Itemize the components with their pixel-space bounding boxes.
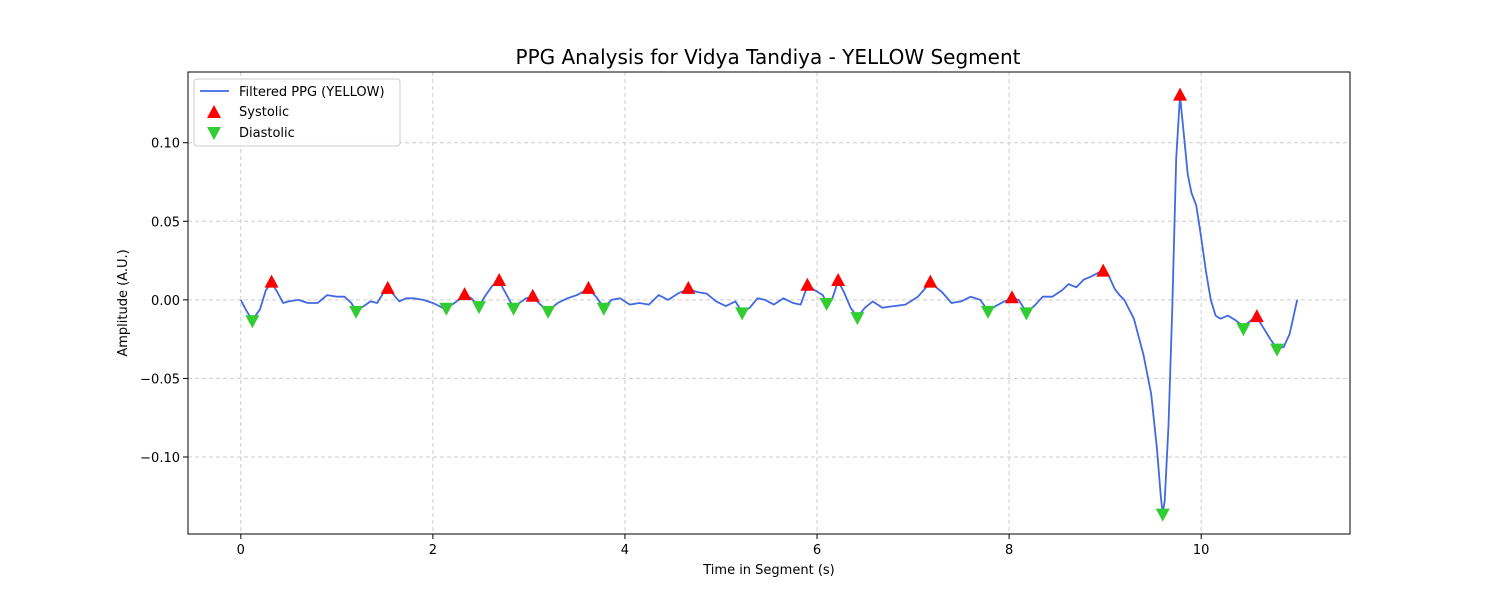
diastolic-marker xyxy=(439,302,454,316)
y-tick-label: 0.00 xyxy=(151,294,180,309)
y-axis-label: Amplitude (A.U.) xyxy=(116,249,131,356)
diastolic-marker xyxy=(1155,508,1170,522)
diastolic-marker xyxy=(1270,343,1285,357)
legend: Filtered PPG (YELLOW) Systolic Diastolic xyxy=(193,78,401,147)
x-tick-label: 8 xyxy=(1005,543,1013,558)
legend-label-systolic: Systolic xyxy=(239,105,289,120)
series-layer xyxy=(239,87,1299,522)
x-tick-label: 10 xyxy=(1193,543,1210,558)
chart-title: PPG Analysis for Vidya Tandiya - YELLOW … xyxy=(516,45,1021,69)
y-tick-label: −0.10 xyxy=(140,451,180,466)
diastolic-marker xyxy=(850,312,865,326)
legend-label-diastolic: Diastolic xyxy=(239,126,295,141)
systolic-marker xyxy=(1173,87,1188,101)
diastolic-marker xyxy=(1019,307,1034,321)
systolic-marker xyxy=(380,280,395,294)
systolic-marker xyxy=(800,277,815,291)
x-tick-label: 0 xyxy=(237,543,245,558)
systolic-marker xyxy=(1004,290,1019,304)
y-tick-label: 0.10 xyxy=(151,137,180,152)
systolic-marker xyxy=(264,274,279,288)
diastolic-marker xyxy=(541,305,556,319)
legend-systolic-swatch xyxy=(207,105,221,118)
x-tick-label: 4 xyxy=(621,543,629,558)
systolic-marker xyxy=(923,274,938,288)
diastolic-marker xyxy=(349,305,364,319)
diastolic-marker xyxy=(245,315,260,329)
systolic-marker xyxy=(681,280,696,294)
diastolic-marker xyxy=(471,301,486,315)
legend-box xyxy=(193,78,401,147)
systolic-marker xyxy=(492,273,507,286)
x-tick-label: 6 xyxy=(813,543,821,558)
plot-area-frame xyxy=(187,71,1351,535)
diastolic-marker xyxy=(980,305,995,319)
systolic-marker xyxy=(1096,263,1111,277)
y-tick-label: −0.05 xyxy=(140,372,180,387)
systolic-marker xyxy=(831,273,846,286)
x-tick-label: 2 xyxy=(429,543,437,558)
diastolic-marker xyxy=(506,302,521,316)
ppg-signal-line xyxy=(239,94,1299,515)
y-tick-label: 0.05 xyxy=(151,215,180,230)
diastolic-marker xyxy=(596,302,611,316)
x-axis-label: Time in Segment (s) xyxy=(702,563,834,578)
diastolic-marker xyxy=(1236,323,1251,337)
systolic-marker xyxy=(1249,309,1264,323)
legend-label-ppg: Filtered PPG (YELLOW) xyxy=(239,85,385,100)
systolic-marker xyxy=(525,288,540,302)
legend-diastolic-swatch xyxy=(207,127,221,140)
axis-ticks: 0 2 4 6 8 10 −0.10 −0.05 0.00 0.05 0.10 xyxy=(140,137,1209,558)
systolic-marker xyxy=(457,287,472,301)
systolic-marker xyxy=(581,280,596,294)
diastolic-marker xyxy=(819,298,834,311)
diastolic-marker xyxy=(735,307,750,321)
